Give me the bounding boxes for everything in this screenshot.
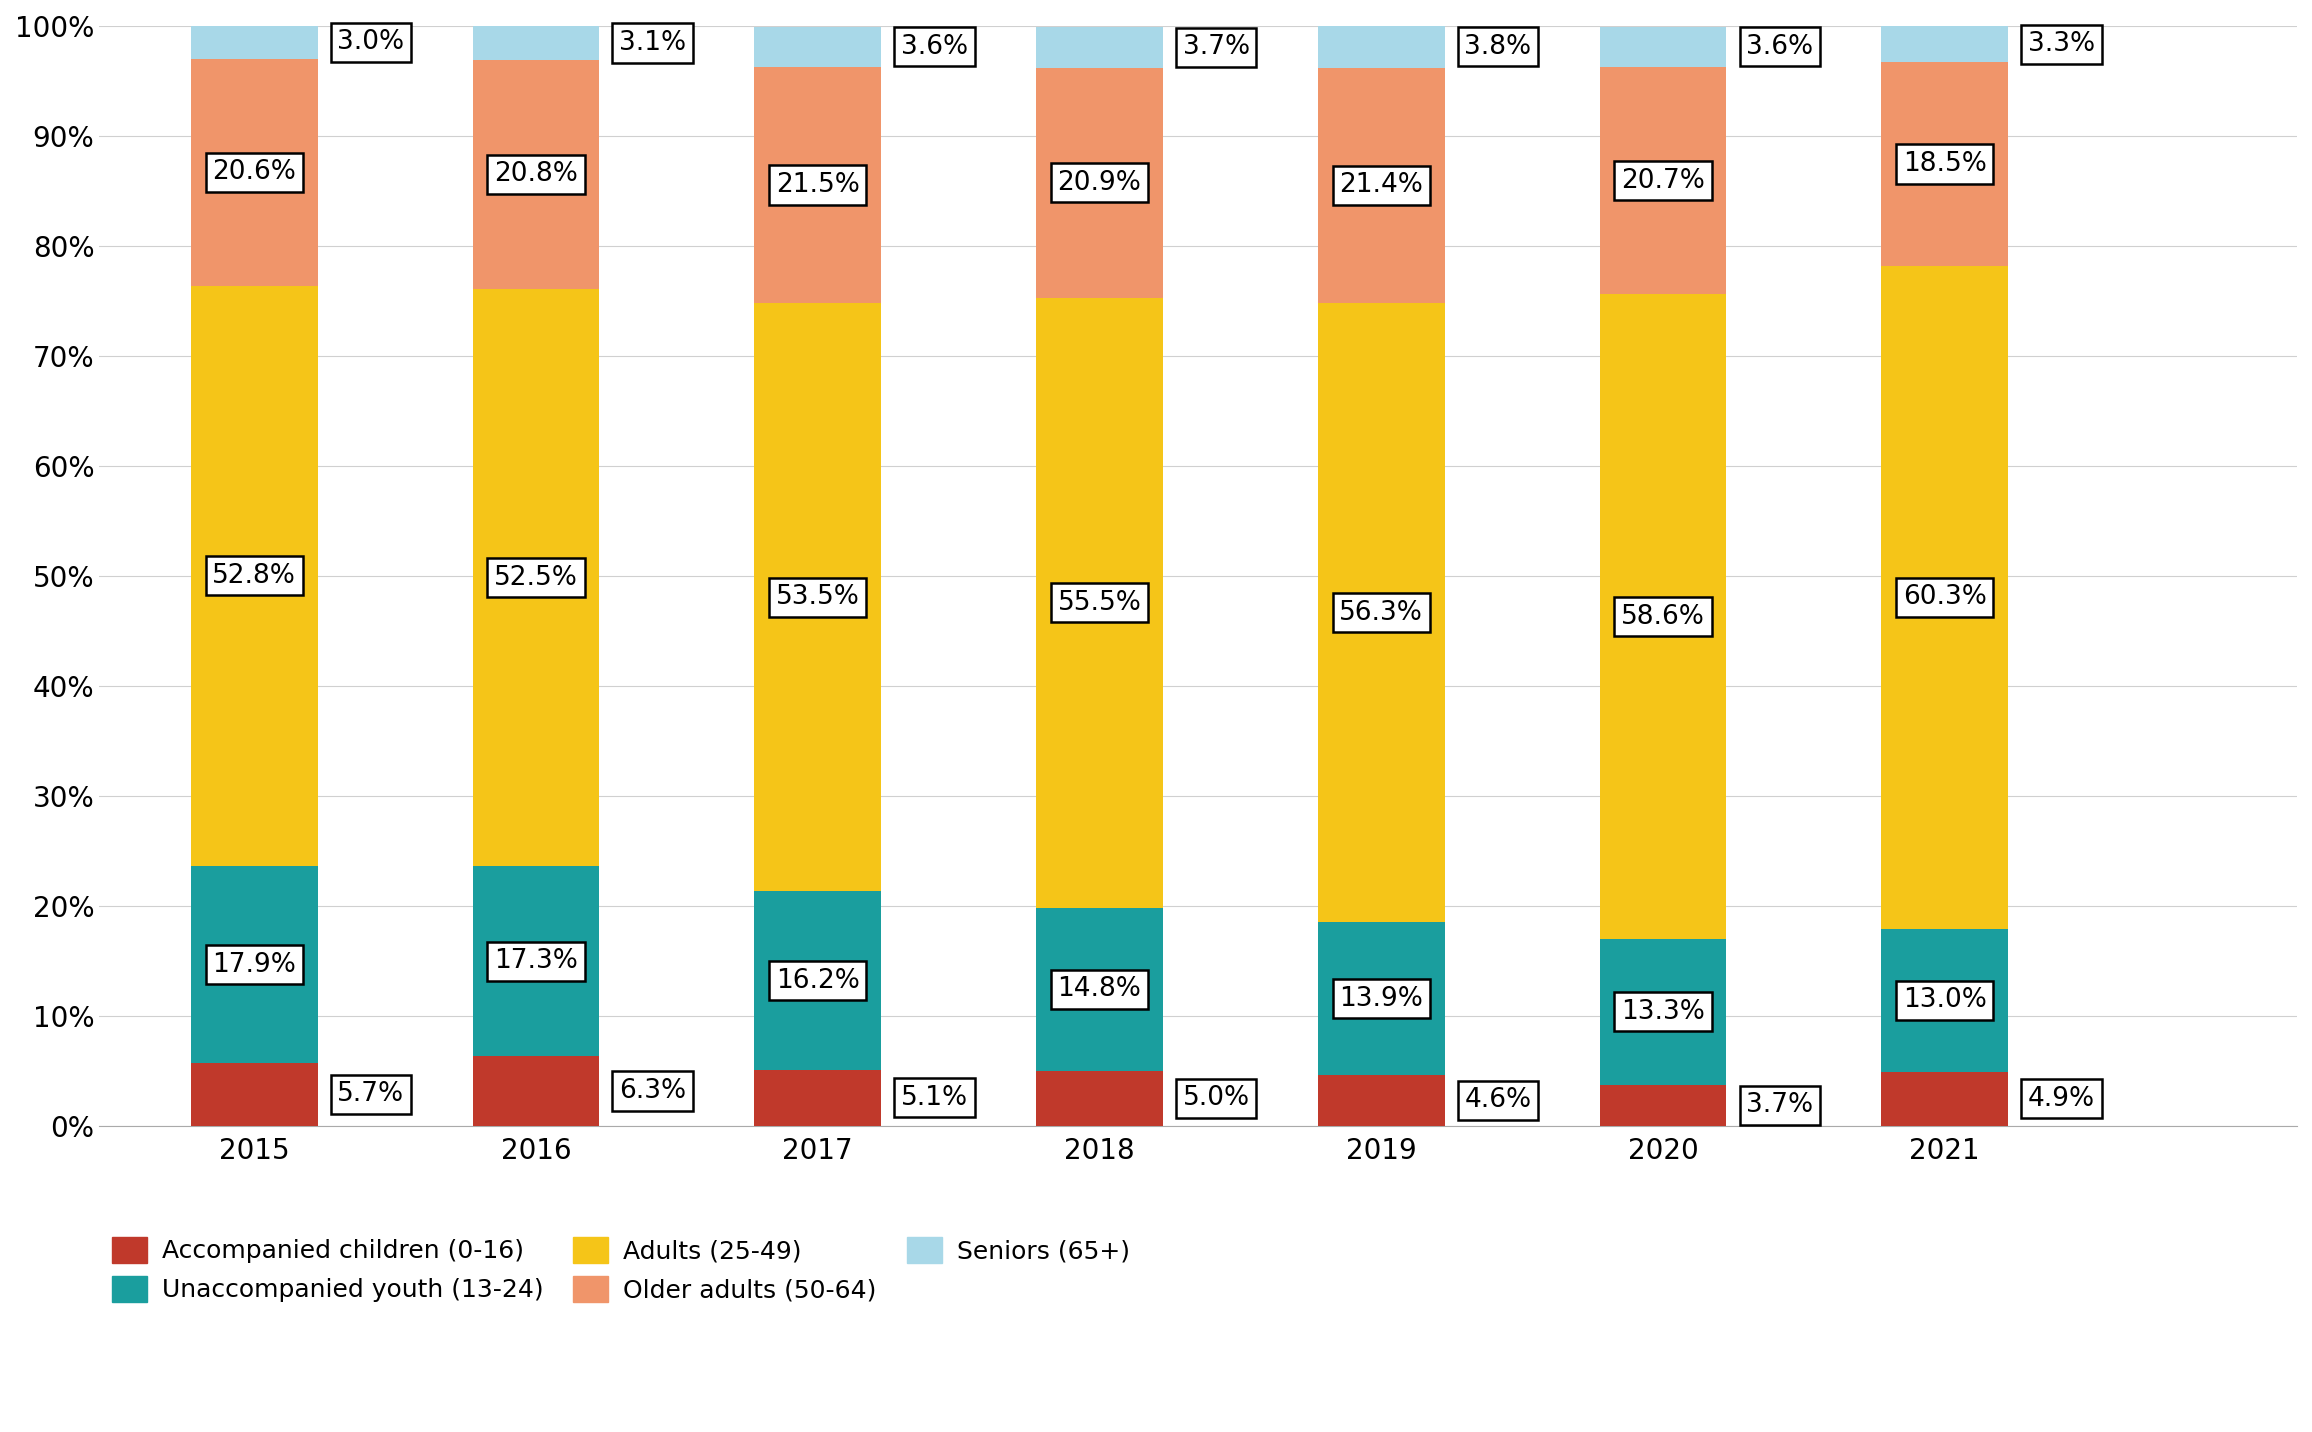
Bar: [754, 892, 881, 1070]
Text: 14.8%: 14.8%: [1057, 977, 1142, 1002]
Bar: [1600, 1085, 1727, 1126]
Bar: [754, 1070, 881, 1126]
Text: 5.0%: 5.0%: [1184, 1085, 1251, 1111]
Text: 53.5%: 53.5%: [777, 584, 860, 610]
Text: 3.1%: 3.1%: [620, 30, 687, 56]
Text: 3.6%: 3.6%: [902, 34, 969, 60]
Text: 52.8%: 52.8%: [213, 563, 296, 589]
Text: 58.6%: 58.6%: [1621, 603, 1704, 630]
Bar: [754, 67, 881, 304]
Text: 5.7%: 5.7%: [338, 1081, 405, 1107]
Text: 4.6%: 4.6%: [1463, 1087, 1531, 1114]
Bar: [472, 26, 599, 60]
Text: 20.6%: 20.6%: [213, 159, 296, 185]
Text: 16.2%: 16.2%: [777, 968, 860, 994]
Text: 6.3%: 6.3%: [620, 1078, 687, 1104]
Text: 3.8%: 3.8%: [1463, 34, 1531, 60]
Text: 55.5%: 55.5%: [1057, 590, 1142, 616]
Text: 20.9%: 20.9%: [1057, 170, 1142, 196]
Bar: [754, 304, 881, 892]
Text: 60.3%: 60.3%: [1903, 584, 1986, 610]
Bar: [1036, 1071, 1163, 1126]
Text: 56.3%: 56.3%: [1339, 600, 1424, 626]
Text: 52.5%: 52.5%: [495, 564, 578, 590]
Text: 5.1%: 5.1%: [902, 1084, 969, 1111]
Bar: [1600, 67, 1727, 295]
Bar: [1882, 62, 2009, 266]
Bar: [1318, 1075, 1445, 1126]
Bar: [1036, 908, 1163, 1071]
Text: 21.4%: 21.4%: [1339, 172, 1424, 199]
Text: 13.9%: 13.9%: [1339, 985, 1424, 1011]
Bar: [1318, 922, 1445, 1075]
Text: 20.8%: 20.8%: [495, 162, 578, 188]
Text: 3.7%: 3.7%: [1746, 1093, 1813, 1118]
Bar: [1600, 295, 1727, 939]
Bar: [472, 1057, 599, 1126]
Text: 13.0%: 13.0%: [1903, 987, 1986, 1014]
Bar: [472, 60, 599, 289]
Text: 13.3%: 13.3%: [1621, 1000, 1704, 1025]
Text: 3.3%: 3.3%: [2028, 32, 2095, 57]
Text: 4.9%: 4.9%: [2028, 1085, 2095, 1111]
Text: 3.0%: 3.0%: [338, 30, 405, 56]
Bar: [192, 866, 317, 1063]
Bar: [1318, 26, 1445, 67]
Text: 17.3%: 17.3%: [495, 948, 578, 974]
Bar: [1600, 939, 1727, 1085]
Bar: [1318, 304, 1445, 922]
Bar: [754, 27, 881, 67]
Bar: [1882, 929, 2009, 1071]
Bar: [1882, 266, 2009, 929]
Bar: [1036, 27, 1163, 67]
Bar: [192, 1063, 317, 1126]
Bar: [1036, 67, 1163, 298]
Bar: [1882, 1071, 2009, 1126]
Bar: [1600, 27, 1727, 67]
Text: 3.7%: 3.7%: [1184, 34, 1251, 60]
Text: 20.7%: 20.7%: [1621, 168, 1704, 193]
Bar: [1036, 298, 1163, 908]
Bar: [472, 866, 599, 1057]
Text: 18.5%: 18.5%: [1903, 150, 1986, 178]
Text: 21.5%: 21.5%: [777, 172, 860, 198]
Bar: [192, 285, 317, 866]
Bar: [472, 289, 599, 866]
Legend: Accompanied children (0-16), Unaccompanied youth (13-24), Adults (25-49), Older : Accompanied children (0-16), Unaccompani…: [111, 1237, 1131, 1302]
Bar: [192, 26, 317, 59]
Bar: [1882, 26, 2009, 62]
Text: 3.6%: 3.6%: [1746, 34, 1813, 60]
Bar: [192, 59, 317, 285]
Text: 17.9%: 17.9%: [213, 952, 296, 978]
Bar: [1318, 67, 1445, 304]
